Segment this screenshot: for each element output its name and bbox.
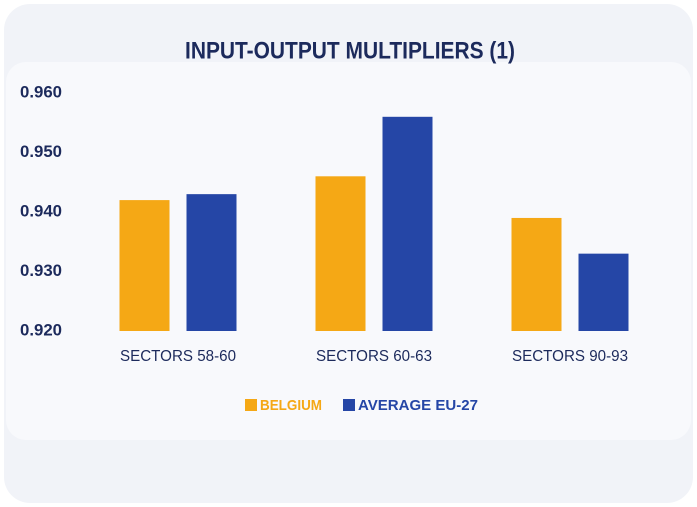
legend-swatch (245, 399, 257, 411)
legend-label: AVERAGE EU-27 (358, 397, 478, 414)
chart-title: INPUT-OUTPUT MULTIPLIERS (1) (185, 37, 515, 64)
y-tick-label: 0.960 (20, 82, 62, 101)
legend-swatch (343, 399, 355, 411)
bar (119, 200, 170, 331)
bar (382, 116, 433, 331)
x-tick-label: SECTORS 90-93 (512, 348, 628, 365)
bar (315, 176, 366, 331)
y-tick-label: 0.950 (20, 142, 62, 161)
x-tick-label: SECTORS 60-63 (316, 348, 432, 365)
y-tick-label: 0.920 (20, 320, 62, 339)
bar (511, 217, 562, 331)
bar (186, 194, 237, 331)
bar (578, 253, 629, 331)
y-tick-label: 0.940 (20, 201, 62, 220)
y-tick-label: 0.930 (20, 261, 62, 280)
legend-label: BELGIUM (260, 397, 322, 414)
x-tick-label: SECTORS 58-60 (120, 348, 236, 365)
